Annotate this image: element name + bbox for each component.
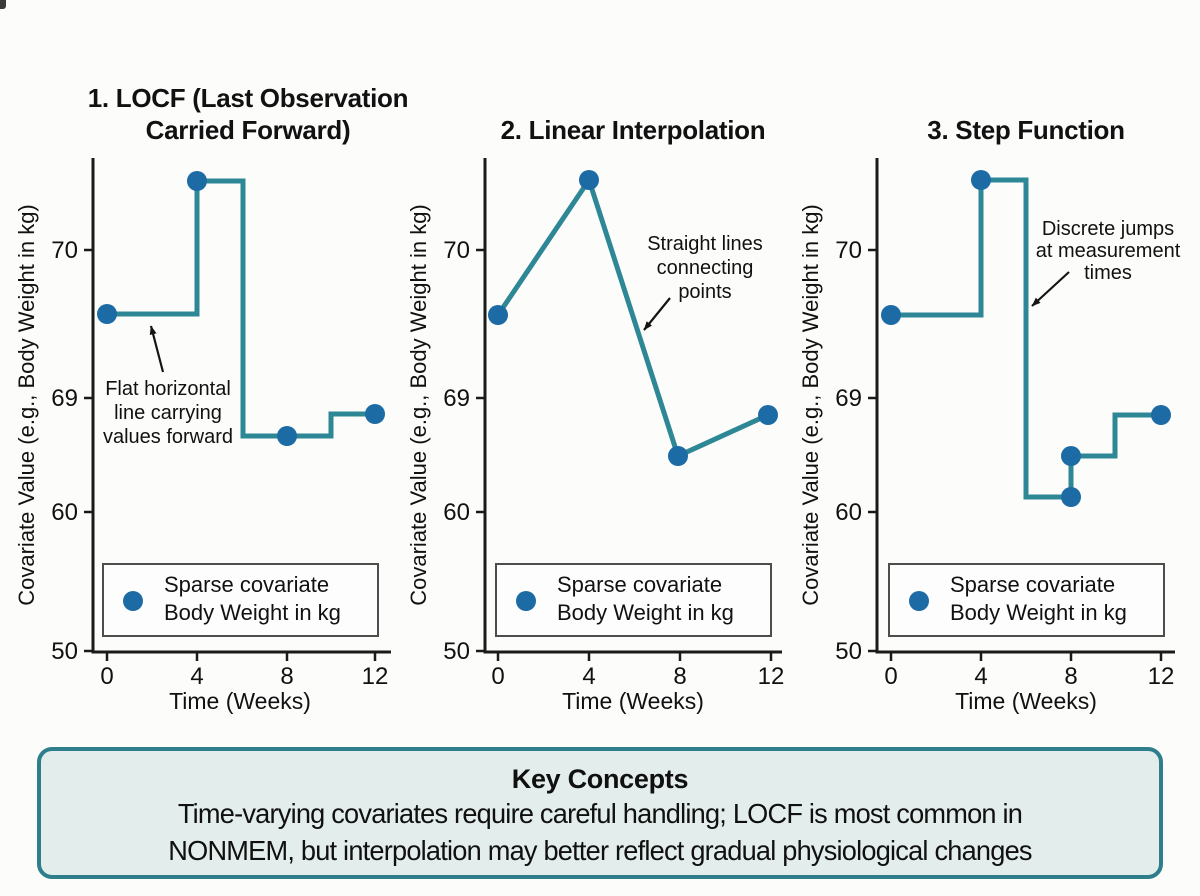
data-point-step-function xyxy=(1151,405,1171,425)
data-point-linear-interpolation xyxy=(758,405,778,425)
key-concepts-title: Key Concepts xyxy=(511,764,689,794)
key-concepts-line-2: NONMEM, but interpolation may better ref… xyxy=(168,835,1032,866)
three-panel-chart: 70 69 60 50 0 4 8 12 Covariate Value (e.g., Body… xyxy=(14,83,1181,714)
legend-label-line2-linear-interpolation: Body Weight in kg xyxy=(557,600,734,625)
annotation-text-linear-interpolation: connecting xyxy=(657,257,754,279)
y-axis-title-locf: Covariate Value (e.g., Body Weight in kg… xyxy=(14,204,39,606)
data-point-locf xyxy=(97,304,117,324)
y-tick-label-step-function: 60 xyxy=(835,499,862,526)
x-tick-label-linear-interpolation: 12 xyxy=(758,663,785,690)
x-axis-title-step-function: Time (Weeks) xyxy=(955,688,1097,714)
x-tick-label-step-function: 8 xyxy=(1064,663,1077,690)
y-tick-label-locf: 69 xyxy=(51,385,78,412)
data-point-step-function xyxy=(881,305,901,325)
y-tick-label-linear-interpolation: 70 xyxy=(443,237,470,264)
y-axis-title-step-function: Covariate Value (e.g., Body Weight in kg… xyxy=(798,204,823,606)
data-line-locf xyxy=(107,178,375,439)
legend-marker-icon-step-function xyxy=(909,591,929,611)
legend-box-locf xyxy=(102,563,379,637)
data-point-locf xyxy=(365,404,385,424)
data-point-linear-interpolation xyxy=(579,170,599,190)
key-concepts-box: Key Concepts Time-varying covariates req… xyxy=(37,747,1163,879)
legend-label-line1-linear-interpolation: Sparse covariate xyxy=(557,572,722,597)
x-tick-label-locf: 8 xyxy=(280,663,293,690)
legend-marker-icon-locf xyxy=(123,591,143,611)
annotation-text-step-function: Discrete jumps xyxy=(1042,218,1174,240)
data-point-linear-interpolation xyxy=(668,446,688,466)
data-point-step-function xyxy=(1061,487,1081,507)
legend-box-linear-interpolation xyxy=(495,563,772,637)
data-line-step-function xyxy=(891,177,1161,500)
y-tick-label-locf: 50 xyxy=(51,638,78,665)
data-point-step-function xyxy=(971,170,991,190)
y-tick-label-step-function: 70 xyxy=(835,237,862,264)
y-tick-label-locf: 70 xyxy=(51,237,78,264)
panel-title-step-function: 3. Step Function xyxy=(927,115,1124,145)
legend-label-line2-step-function: Body Weight in kg xyxy=(950,600,1127,625)
x-axis-title-linear-interpolation: Time (Weeks) xyxy=(562,688,704,714)
y-tick-label-locf: 60 xyxy=(51,499,78,526)
legend-label-line1-step-function: Sparse covariate xyxy=(950,572,1115,597)
data-point-locf xyxy=(277,426,297,446)
x-tick-label-step-function: 0 xyxy=(884,663,897,690)
legend-marker-icon-linear-interpolation xyxy=(516,591,536,611)
annotation-text-linear-interpolation: Straight lines xyxy=(647,233,763,255)
annotation-arrow-locf xyxy=(149,325,165,373)
y-tick-label-linear-interpolation: 69 xyxy=(443,385,470,412)
annotation-arrow-linear-interpolation xyxy=(643,297,671,331)
x-tick-label-locf: 4 xyxy=(190,663,203,690)
data-point-linear-interpolation xyxy=(488,305,508,325)
y-tick-label-step-function: 50 xyxy=(835,638,862,665)
legend-box-step-function xyxy=(888,563,1165,637)
annotation-text-step-function: times xyxy=(1084,262,1132,284)
annotation-text-step-function: at measurement xyxy=(1036,240,1181,262)
x-axis-title-locf: Time (Weeks) xyxy=(169,688,311,714)
corner-artifact xyxy=(0,0,6,9)
annotation-text-locf: line carrying xyxy=(114,402,222,424)
data-point-locf xyxy=(187,171,207,191)
panel-title-locf: Carried Forward) xyxy=(146,115,351,145)
annotation-arrow-step-function xyxy=(1031,271,1070,307)
x-tick-label-step-function: 12 xyxy=(1148,663,1175,690)
y-tick-label-linear-interpolation: 50 xyxy=(443,638,470,665)
y-axis-title-linear-interpolation: Covariate Value (e.g., Body Weight in kg… xyxy=(406,204,431,606)
data-point-step-function xyxy=(1061,446,1081,466)
annotation-text-locf: values forward xyxy=(103,426,233,448)
legend-label-line2-locf: Body Weight in kg xyxy=(164,600,341,625)
x-tick-label-linear-interpolation: 4 xyxy=(582,663,595,690)
data-line-linear-interpolation xyxy=(495,174,770,460)
x-tick-label-linear-interpolation: 8 xyxy=(673,663,686,690)
legend-label-line1-locf: Sparse covariate xyxy=(164,572,329,597)
y-tick-label-linear-interpolation: 60 xyxy=(443,499,470,526)
annotation-text-locf: Flat horizontal xyxy=(105,378,231,400)
panel-title-locf: 1. LOCF (Last Observation xyxy=(88,83,408,113)
x-tick-label-step-function: 4 xyxy=(974,663,987,690)
panel-title-linear-interpolation: 2. Linear Interpolation xyxy=(501,115,766,145)
x-tick-label-locf: 0 xyxy=(100,663,113,690)
key-concepts-line-1: Time-varying covariates require careful … xyxy=(177,798,1023,829)
y-tick-label-step-function: 69 xyxy=(835,385,862,412)
annotation-text-linear-interpolation: points xyxy=(678,281,731,303)
x-tick-label-linear-interpolation: 0 xyxy=(491,663,504,690)
x-tick-label-locf: 12 xyxy=(362,663,389,690)
